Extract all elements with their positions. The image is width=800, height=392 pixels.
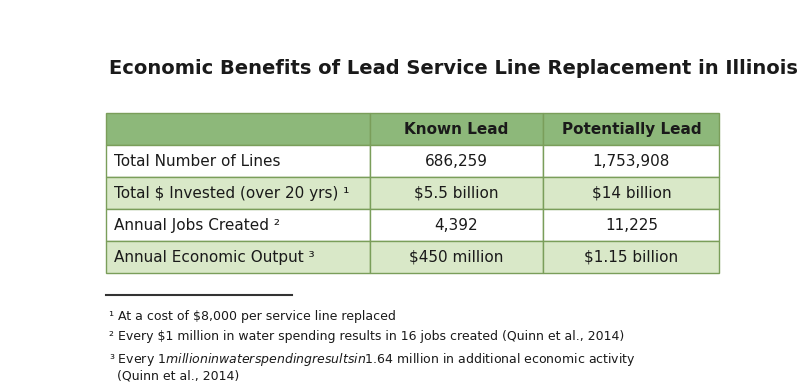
FancyBboxPatch shape — [370, 113, 543, 145]
Text: Known Lead: Known Lead — [404, 122, 509, 137]
FancyBboxPatch shape — [106, 145, 370, 178]
Text: 686,259: 686,259 — [425, 154, 488, 169]
FancyBboxPatch shape — [106, 209, 370, 241]
Text: $1.15 billion: $1.15 billion — [584, 250, 678, 265]
Text: $450 million: $450 million — [410, 250, 504, 265]
Text: $14 billion: $14 billion — [591, 186, 671, 201]
Text: Annual Economic Output ³: Annual Economic Output ³ — [114, 250, 314, 265]
FancyBboxPatch shape — [370, 178, 543, 209]
Text: Annual Jobs Created ²: Annual Jobs Created ² — [114, 218, 280, 233]
Text: 4,392: 4,392 — [434, 218, 478, 233]
Text: Potentially Lead: Potentially Lead — [562, 122, 701, 137]
Text: 11,225: 11,225 — [605, 218, 658, 233]
FancyBboxPatch shape — [106, 113, 370, 145]
Text: ³ Every $1 million in water spending results in $1.64 million in additional econ: ³ Every $1 million in water spending res… — [110, 351, 636, 383]
FancyBboxPatch shape — [370, 145, 543, 178]
FancyBboxPatch shape — [106, 178, 370, 209]
FancyBboxPatch shape — [370, 209, 543, 241]
Text: ² Every $1 million in water spending results in 16 jobs created (Quinn et al., 2: ² Every $1 million in water spending res… — [110, 330, 625, 343]
Text: $5.5 billion: $5.5 billion — [414, 186, 498, 201]
FancyBboxPatch shape — [106, 241, 370, 274]
Text: 1,753,908: 1,753,908 — [593, 154, 670, 169]
FancyBboxPatch shape — [543, 113, 719, 145]
FancyBboxPatch shape — [543, 178, 719, 209]
FancyBboxPatch shape — [543, 241, 719, 274]
Text: Economic Benefits of Lead Service Line Replacement in Illinois: Economic Benefits of Lead Service Line R… — [110, 59, 798, 78]
FancyBboxPatch shape — [370, 241, 543, 274]
FancyBboxPatch shape — [543, 209, 719, 241]
Text: ¹ At a cost of $8,000 per service line replaced: ¹ At a cost of $8,000 per service line r… — [110, 310, 396, 323]
Text: Total $ Invested (over 20 yrs) ¹: Total $ Invested (over 20 yrs) ¹ — [114, 186, 349, 201]
Text: Total Number of Lines: Total Number of Lines — [114, 154, 280, 169]
FancyBboxPatch shape — [543, 145, 719, 178]
